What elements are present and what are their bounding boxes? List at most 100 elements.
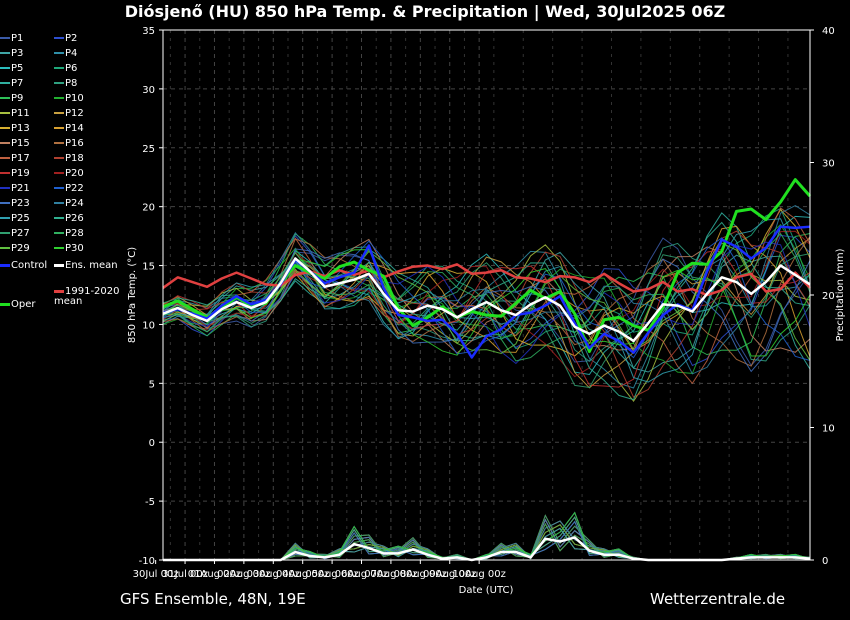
legend-swatch xyxy=(0,263,10,267)
member-line-p17 xyxy=(162,207,811,385)
legend-swatch xyxy=(54,127,64,129)
member-line-p26 xyxy=(162,221,811,401)
y-tick-label: 35 xyxy=(142,26,155,37)
member-line-p21 xyxy=(162,241,811,365)
y-right-tick-label: 40 xyxy=(822,26,835,37)
legend-label: P14 xyxy=(65,123,84,134)
member-precip-p12 xyxy=(163,511,811,561)
legend-label: P21 xyxy=(11,183,30,194)
legend-label: P20 xyxy=(65,168,84,179)
legend-item-p11: P11 xyxy=(0,107,30,121)
legend-swatch xyxy=(54,157,64,159)
member-precip-p9 xyxy=(163,514,811,561)
legend-label: P22 xyxy=(65,183,84,194)
series-line-1991-2020-mean xyxy=(162,263,811,297)
chart-title: Diósjenő (HU) 850 hPa Temp. & Precipitat… xyxy=(124,2,726,21)
legend-swatch xyxy=(0,172,10,174)
legend-item-p24: P24 xyxy=(54,197,84,211)
legend-item-p28: P28 xyxy=(54,227,84,241)
legend-swatch xyxy=(0,52,10,54)
main-series xyxy=(162,178,812,359)
legend-item-p6: P6 xyxy=(54,62,77,76)
x-tick-label: 07Aug 00z xyxy=(364,569,417,580)
legend-swatch xyxy=(0,112,10,114)
precip-mean-line xyxy=(163,536,811,562)
legend-label: P11 xyxy=(11,108,30,119)
legend-label: P2 xyxy=(65,33,78,44)
member-line-p30 xyxy=(162,249,811,357)
legend-item-p13: P13 xyxy=(0,122,30,136)
y-tick-label: 0 xyxy=(149,438,155,449)
legend-swatch xyxy=(0,217,10,219)
legend-item-p10: P10 xyxy=(54,92,84,106)
legend-label: Oper xyxy=(11,299,36,310)
legend-item-p16: P16 xyxy=(54,137,84,151)
x-tick-label: 01Aug 00z xyxy=(188,569,241,580)
legend-item-p26: P26 xyxy=(54,212,84,226)
legend-label: 1991-2020 mean xyxy=(54,286,120,307)
legend-item-p18: P18 xyxy=(54,152,84,166)
member-precip-p27 xyxy=(163,514,811,561)
legend-item-p7: P7 xyxy=(0,77,23,91)
legend-item-p21: P21 xyxy=(0,182,30,196)
y-tick-label: 25 xyxy=(142,144,155,155)
y-tick-label: 20 xyxy=(142,203,155,214)
legend-swatch xyxy=(0,127,10,129)
legend-swatch xyxy=(54,172,64,174)
legend-swatch xyxy=(0,37,10,39)
legend-label: P23 xyxy=(11,198,30,209)
member-line-p25 xyxy=(162,218,811,383)
legend-label: P18 xyxy=(65,153,84,164)
legend-label: P1 xyxy=(11,33,24,44)
legend-item-p8: P8 xyxy=(54,77,77,91)
legend-item-oper: Oper xyxy=(0,298,35,312)
y-tick-label: -5 xyxy=(145,497,155,508)
legend-item-control: Control xyxy=(0,259,47,273)
legend-label: P26 xyxy=(65,213,84,224)
legend-label: P13 xyxy=(11,123,30,134)
y-axis-label: 850 hPa Temp. (°C) xyxy=(127,247,138,343)
legend-swatch xyxy=(0,232,10,234)
y-tick-label: 5 xyxy=(149,379,155,390)
legend-item-p1: P1 xyxy=(0,32,23,46)
legend-item-p3: P3 xyxy=(0,47,23,61)
legend-label: P29 xyxy=(11,243,30,254)
x-tick-label: 08Aug 00z xyxy=(394,569,447,580)
legend-swatch xyxy=(54,217,64,219)
legend-swatch xyxy=(0,82,10,84)
legend-item-p19: P19 xyxy=(0,167,30,181)
legend-swatch xyxy=(54,289,64,293)
legend-label: P12 xyxy=(65,108,84,119)
member-precip-p8 xyxy=(163,516,811,561)
legend-label: P10 xyxy=(65,93,84,104)
legend-swatch xyxy=(0,302,10,306)
legend-item-p30: P30 xyxy=(54,242,84,256)
legend-label: Ens. mean xyxy=(65,260,118,271)
x-axis-label: Date (UTC) xyxy=(459,585,514,596)
member-precip-p21 xyxy=(163,511,811,561)
legend-item-p12: P12 xyxy=(54,107,84,121)
member-line-p3 xyxy=(162,251,811,373)
legend-swatch xyxy=(54,232,64,234)
legend-label: Control xyxy=(11,260,48,271)
legend-label: P7 xyxy=(11,78,24,89)
x-tick-label: 06Aug 00z xyxy=(335,569,388,580)
footer-source: Wetterzentrale.de xyxy=(650,590,786,608)
y-tick-label: 10 xyxy=(142,320,155,331)
precip-series xyxy=(163,511,811,562)
member-line-p2 xyxy=(162,234,811,367)
legend-item-p9: P9 xyxy=(0,92,23,106)
legend-label: P3 xyxy=(11,48,24,59)
legend-label: P15 xyxy=(11,138,30,149)
legend-label: P27 xyxy=(11,228,30,239)
axes: -10 -5 0 5 10 15 20 25 30 35 0 10 20 30 40 30Jul 00z31J… xyxy=(133,26,835,580)
legend-swatch xyxy=(54,187,64,189)
member-line-p15 xyxy=(162,238,811,354)
legend-item-p17: P17 xyxy=(0,152,30,166)
legend-item-climate-mean: 1991-2020 mean xyxy=(54,287,120,307)
member-precip-p18 xyxy=(163,514,811,561)
legend-label: P19 xyxy=(11,168,30,179)
x-tick-label: 30Jul 00z xyxy=(133,569,179,580)
x-tick-label: 09Aug 00z xyxy=(423,569,476,580)
legend-item-p5: P5 xyxy=(0,62,23,76)
